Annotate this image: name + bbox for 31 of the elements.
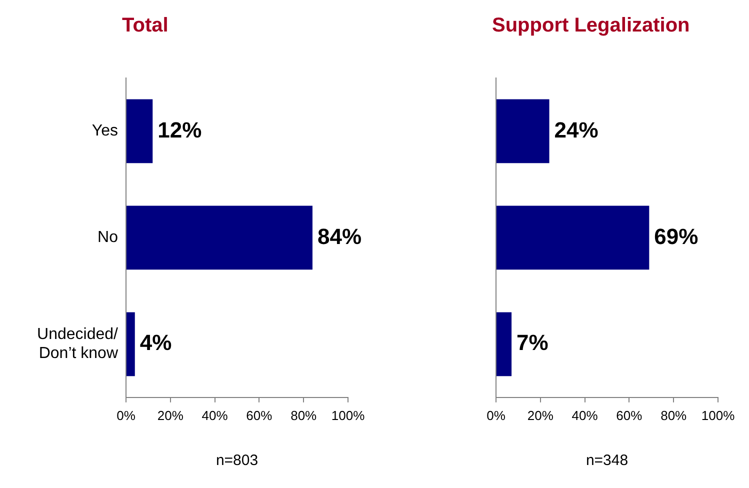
x-tick-label: 20% — [157, 408, 184, 423]
chart-title: Support Legalization — [492, 14, 690, 37]
bar — [496, 206, 650, 270]
chart-title: Total — [122, 14, 168, 37]
x-tick-label: 100% — [701, 408, 736, 423]
data-label: 4% — [140, 330, 172, 356]
y-tick-label: No — [98, 229, 118, 246]
x-tick-label: 20% — [527, 408, 554, 423]
x-tick-label: 0% — [116, 408, 136, 423]
x-tick-label: 60% — [616, 408, 643, 423]
x-tick-label: 60% — [246, 408, 273, 423]
bar — [496, 312, 512, 376]
x-tick-label: 80% — [660, 408, 688, 423]
x-tick-label: 40% — [572, 408, 598, 423]
data-label: 12% — [158, 117, 202, 142]
data-label: 69% — [654, 224, 698, 249]
x-tick-label: 0% — [486, 408, 506, 423]
bar — [126, 99, 153, 164]
x-axis-title: n=348 — [586, 452, 628, 470]
y-tick-label: Yes — [92, 122, 118, 140]
data-label: 84% — [317, 224, 362, 249]
bar — [126, 206, 312, 270]
data-label: 7% — [516, 330, 548, 356]
bar — [126, 312, 135, 376]
x-tick-label: 80% — [290, 408, 318, 423]
bar — [496, 99, 550, 164]
y-tick-label: Undecided/Don’t know — [37, 326, 119, 362]
x-tick-label: 40% — [202, 408, 228, 423]
x-tick-label: 100% — [331, 408, 366, 423]
x-axis-title: n=803 — [216, 452, 258, 470]
data-label: 24% — [554, 117, 598, 142]
